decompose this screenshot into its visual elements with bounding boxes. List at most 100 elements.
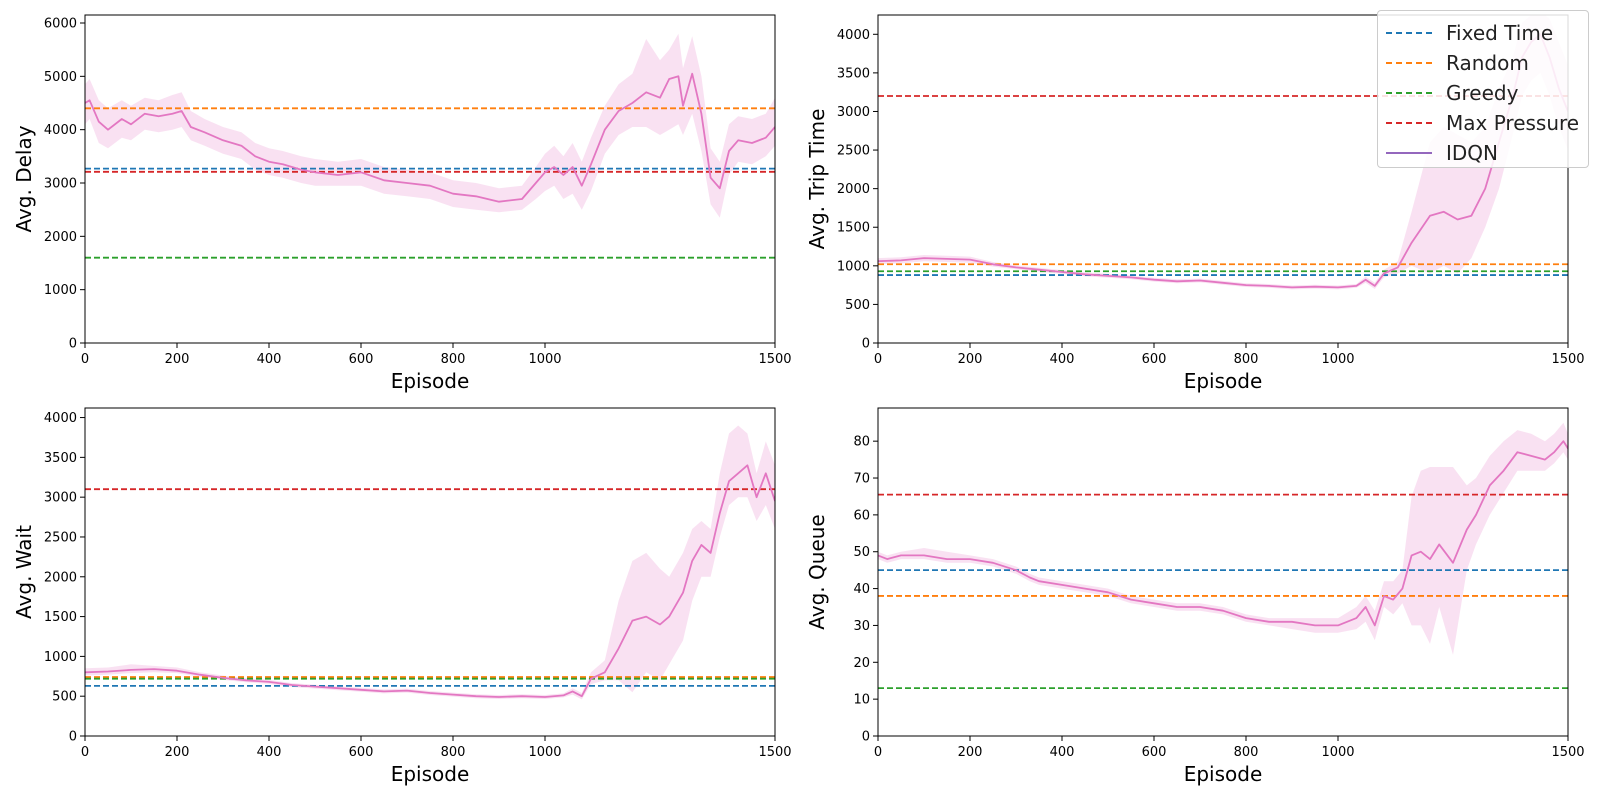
legend-label-random: Random — [1446, 51, 1529, 75]
y-tick-label: 0 — [862, 337, 870, 352]
legend-label-greedy: Greedy — [1446, 81, 1519, 105]
subplot-1: 0 200 400 600 800 1000 1500 0 1000 2000 3000 4000 50… — [12, 14, 792, 393]
axes-frame — [877, 407, 1569, 737]
legend-label-idqn: IDQN — [1446, 141, 1499, 165]
plot-area — [85, 425, 775, 700]
x-tick-label: 600 — [1142, 745, 1167, 760]
y-tick-label: 3500 — [44, 451, 77, 466]
y-tick-label: 3000 — [44, 177, 77, 192]
confidence-band-idqn — [85, 33, 775, 218]
x-tick-label: 200 — [958, 745, 983, 760]
x-tick-label: 400 — [1050, 745, 1075, 760]
legend-item-fixed-time: Fixed Time — [1386, 18, 1553, 48]
y-axis-label: Avg. Trip Time — [805, 109, 829, 250]
y-tick-label: 1000 — [44, 283, 77, 298]
y-tick-label: 3500 — [837, 66, 870, 81]
y-tick-label: 3000 — [837, 105, 870, 120]
y-tick-label: 1000 — [44, 650, 77, 665]
x-axis-label: Episode — [391, 369, 470, 393]
x-tick-label: 0 — [81, 352, 89, 367]
confidence-band-idqn — [878, 422, 1568, 655]
legend-item-random: Random — [1386, 48, 1529, 78]
y-tick-label: 50 — [853, 545, 870, 560]
legend-label-fixed-time: Fixed Time — [1446, 21, 1554, 45]
x-tick-label: 800 — [1234, 352, 1259, 367]
legend-item-idqn: IDQN — [1386, 138, 1498, 168]
y-tick-label: 20 — [853, 656, 870, 671]
y-tick-label: 70 — [853, 472, 870, 487]
y-axis-label: Avg. Queue — [805, 514, 829, 629]
axes-frame — [84, 14, 776, 344]
x-tick-label: 800 — [441, 352, 466, 367]
y-tick-label: 500 — [845, 298, 870, 313]
x-tick-label: 400 — [257, 352, 282, 367]
y-tick-label: 30 — [853, 619, 870, 634]
x-tick-label: 800 — [441, 745, 466, 760]
x-tick-label: 200 — [958, 352, 983, 367]
subplot-3: 0 200 400 600 800 1000 1500 0 500 1000 1500 2000 250… — [12, 407, 792, 786]
x-tick-label: 200 — [165, 352, 190, 367]
x-tick-label: 1000 — [1321, 745, 1354, 760]
x-tick-label: 0 — [874, 352, 882, 367]
axes-frame — [84, 407, 776, 737]
legend-item-greedy: Greedy — [1386, 78, 1518, 108]
axes-frame — [877, 14, 1569, 344]
y-tick-label: 2000 — [44, 230, 77, 245]
y-axis-label: Avg. Delay — [12, 125, 36, 232]
y-tick-label: 2500 — [837, 144, 870, 159]
series-line-idqn — [85, 72, 775, 203]
x-tick-label: 800 — [1234, 745, 1259, 760]
y-tick-label: 40 — [853, 582, 870, 597]
y-tick-label: 0 — [69, 337, 77, 352]
legend: Fixed Time Random Greedy Max Pressure ID… — [1377, 10, 1589, 168]
y-axis-label: Avg. Wait — [12, 525, 36, 619]
legend-swatch-random — [1386, 62, 1432, 64]
y-tick-label: 0 — [69, 730, 77, 745]
confidence-band-idqn — [85, 425, 775, 700]
x-tick-label: 1000 — [528, 745, 561, 760]
x-tick-label: 1000 — [528, 352, 561, 367]
x-tick-label: 1500 — [1551, 352, 1584, 367]
plot-area — [85, 33, 775, 259]
legend-swatch-max-pressure — [1386, 122, 1432, 124]
x-tick-label: 1500 — [1551, 745, 1584, 760]
series-line-idqn — [878, 440, 1568, 627]
x-tick-label: 1500 — [758, 352, 791, 367]
y-tick-label: 1500 — [837, 221, 870, 236]
legend-swatch-idqn — [1386, 152, 1432, 154]
x-tick-label: 1000 — [1321, 352, 1354, 367]
legend-swatch-fixed-time — [1386, 32, 1432, 34]
x-tick-label: 1500 — [758, 745, 791, 760]
y-tick-label: 500 — [52, 690, 77, 705]
x-tick-label: 0 — [81, 745, 89, 760]
y-tick-label: 10 — [853, 693, 870, 708]
y-tick-label: 4000 — [44, 411, 77, 426]
y-tick-label: 3000 — [44, 491, 77, 506]
legend-item-max-pressure: Max Pressure — [1386, 108, 1579, 138]
y-tick-label: 6000 — [44, 17, 77, 32]
x-axis-label: Episode — [391, 762, 470, 786]
x-axis-label: Episode — [1184, 369, 1263, 393]
y-tick-label: 2000 — [837, 182, 870, 197]
y-tick-label: 2500 — [44, 530, 77, 545]
y-tick-label: 80 — [853, 435, 870, 450]
x-tick-label: 600 — [1142, 352, 1167, 367]
x-tick-label: 0 — [874, 745, 882, 760]
y-tick-label: 1000 — [837, 259, 870, 274]
x-tick-label: 600 — [349, 352, 374, 367]
plot-area — [878, 422, 1568, 689]
x-tick-label: 200 — [165, 745, 190, 760]
y-tick-label: 4000 — [44, 123, 77, 138]
series-line-idqn — [85, 464, 775, 698]
y-tick-label: 2000 — [44, 570, 77, 585]
y-tick-label: 60 — [853, 508, 870, 523]
x-tick-label: 400 — [1050, 352, 1075, 367]
y-tick-label: 1500 — [44, 610, 77, 625]
x-tick-label: 600 — [349, 745, 374, 760]
y-tick-label: 4000 — [837, 28, 870, 43]
subplot-4: 0 200 400 600 800 1000 1500 0 10 20 30 40 50 60 70 80 Ep… — [805, 407, 1585, 786]
x-axis-label: Episode — [1184, 762, 1263, 786]
legend-label-max-pressure: Max Pressure — [1446, 111, 1580, 135]
